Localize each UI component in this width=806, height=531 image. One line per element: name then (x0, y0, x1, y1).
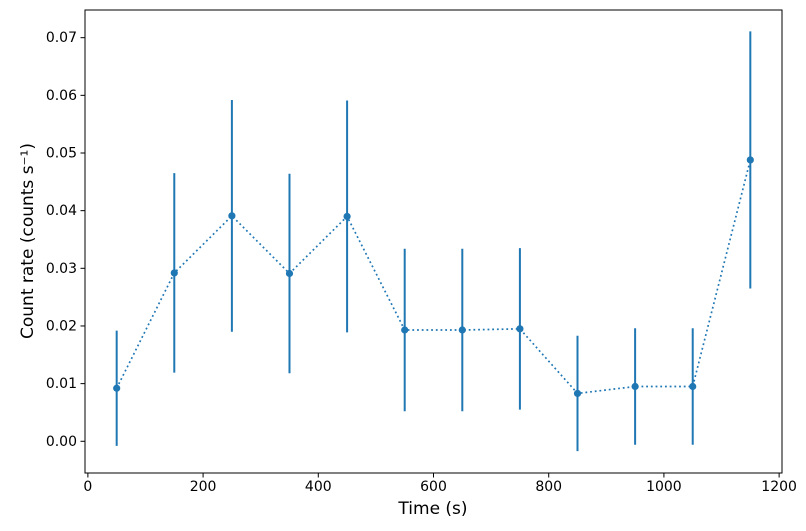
data-points-group (113, 156, 754, 398)
data-point-marker (285, 269, 294, 278)
data-point-marker (746, 156, 754, 164)
x-axis-label: Time (s) (397, 499, 467, 519)
x-axis: 0 200 400 600 800 1000 1200 (83, 473, 797, 495)
y-tick-label: 0.01 (46, 376, 77, 392)
series-line-group (115, 159, 752, 395)
data-point-marker (228, 212, 236, 220)
y-tick-label: 0.03 (46, 261, 77, 277)
dotted-connecting-line (115, 159, 752, 395)
x-tick-label: 0 (83, 479, 92, 495)
y-tick-label: 0.06 (46, 88, 77, 104)
data-point-marker (170, 269, 178, 277)
x-tick-label: 800 (535, 479, 562, 495)
data-point-marker (689, 382, 697, 391)
y-axis-label: Count rate (counts s⁻¹) (18, 143, 38, 339)
x-tick-label: 600 (420, 479, 447, 495)
data-point-marker (573, 389, 582, 398)
data-point-marker (401, 326, 409, 334)
x-tick-label: 400 (305, 479, 332, 495)
data-point-marker (113, 384, 121, 392)
y-tick-label: 0.04 (46, 203, 77, 219)
data-point-marker (516, 325, 524, 333)
y-tick-label: 0.07 (46, 30, 77, 46)
y-tick-label: 0.05 (46, 145, 77, 161)
x-tick-label: 1000 (646, 479, 682, 495)
data-point-marker (458, 326, 466, 334)
y-axis: 0.00 0.01 0.02 0.03 0.04 0.05 0.06 0.07 (46, 30, 85, 450)
x-tick-label: 200 (190, 479, 217, 495)
x-tick-label: 1200 (761, 479, 797, 495)
y-tick-label: 0.02 (46, 318, 77, 334)
error-bars-group (115, 31, 752, 452)
data-point-marker (343, 212, 351, 221)
data-point-marker (631, 382, 639, 391)
plot-frame (84, 9, 783, 474)
y-tick-label: 0.00 (46, 434, 77, 450)
